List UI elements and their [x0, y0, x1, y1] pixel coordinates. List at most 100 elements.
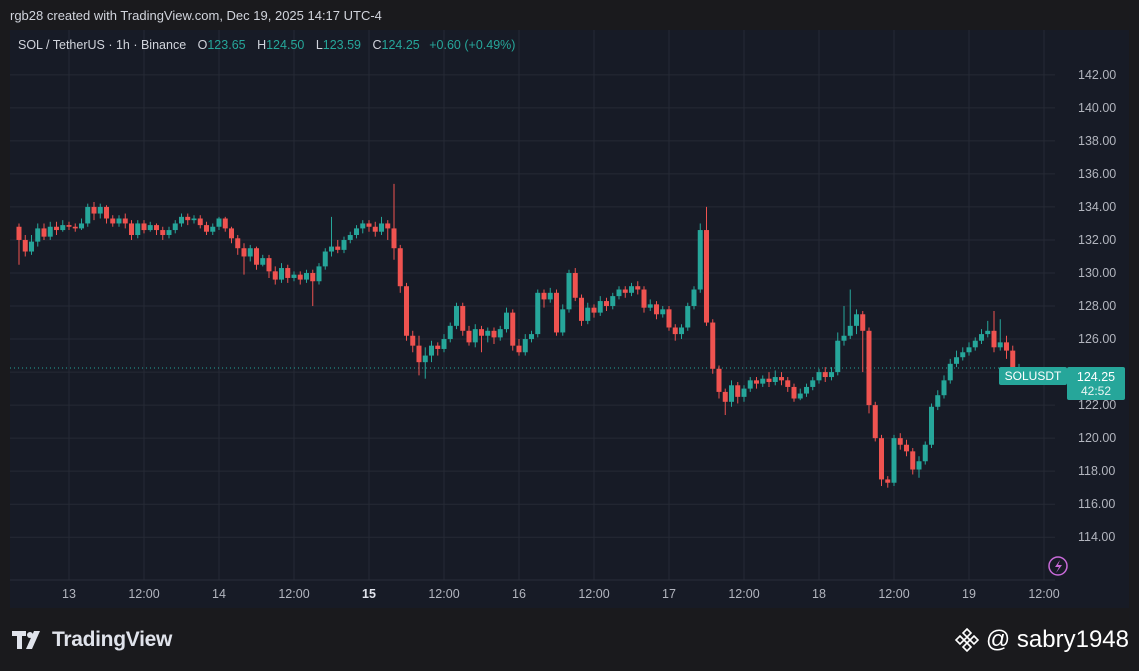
candle-down — [672, 324, 678, 341]
candle-up — [729, 380, 734, 407]
candle-body — [472, 329, 478, 343]
candle-body — [91, 206, 97, 214]
candle-down — [822, 367, 828, 382]
binance-diamond-icon — [954, 627, 980, 653]
candle-body — [379, 223, 384, 232]
time-axis[interactable]: 13 12:00 14 12:00 15 12:00 16 12:00 17 12:00 18 12:… — [62, 587, 1060, 601]
candle-body — [697, 230, 703, 290]
candle-up — [810, 377, 816, 391]
candle-down — [416, 335, 422, 376]
candle-body — [54, 226, 59, 231]
candle-body — [204, 225, 209, 232]
candle-down — [141, 220, 147, 234]
candle-body — [660, 309, 666, 315]
candle-up — [529, 330, 534, 343]
candle-body — [329, 246, 334, 252]
candle-up — [610, 292, 616, 310]
candles — [16, 183, 1022, 488]
candle-up — [972, 337, 978, 351]
time-tick-label: 13 — [62, 587, 76, 601]
candle-body — [866, 330, 872, 406]
candle-body — [454, 306, 459, 326]
candle-up — [472, 324, 478, 348]
candle-body — [535, 292, 541, 335]
price-tick-label: 116.00 — [1078, 497, 1115, 511]
candle-body — [191, 218, 197, 221]
candle-body — [160, 230, 166, 236]
attribution-header: rgb28 created with TradingView.com, Dec … — [0, 0, 1139, 30]
candle-body — [610, 296, 616, 307]
candle-down — [91, 201, 97, 221]
tradingview-logo-icon — [12, 631, 44, 649]
candle-body — [822, 372, 828, 378]
candle-down — [885, 476, 891, 488]
candle-body — [685, 306, 691, 328]
price-tick-label: 138.00 — [1078, 134, 1116, 148]
price-tick-label: 130.00 — [1078, 266, 1116, 280]
candle-body — [679, 327, 684, 335]
price-axis[interactable]: 114.00116.00118.00120.00122.00124.00126.… — [1078, 68, 1116, 544]
candle-down — [466, 325, 472, 346]
candle-down — [272, 266, 278, 285]
candle-up — [279, 263, 284, 283]
candle-down — [397, 244, 403, 293]
time-tick-label: 12:00 — [578, 587, 609, 601]
candle-body — [397, 248, 403, 287]
candle-down — [641, 286, 647, 313]
candle-body — [835, 340, 841, 373]
ticker-badge-text: SOLUSDT — [1005, 369, 1062, 383]
time-tick-label: 12:00 — [728, 587, 759, 601]
candle-down — [572, 268, 578, 302]
candle-down — [104, 205, 109, 224]
time-tick-label: 15 — [362, 587, 376, 601]
candle-up — [797, 388, 803, 401]
candle-up — [304, 269, 309, 283]
candle-up — [166, 226, 172, 239]
candle-down — [872, 401, 878, 442]
candle-up — [597, 296, 603, 316]
candle-down — [285, 264, 291, 283]
candle-body — [904, 444, 909, 452]
candle-down — [404, 282, 409, 341]
time-tick-label: 12:00 — [278, 587, 309, 601]
price-chart-svg[interactable]: 114.00116.00118.00120.00122.00124.00126.… — [10, 30, 1129, 608]
candle-body — [229, 228, 234, 239]
candle-body — [760, 378, 766, 384]
candle-down — [160, 226, 166, 240]
alert-icon-button[interactable] — [1048, 556, 1068, 576]
candle-body — [79, 223, 84, 229]
candle-body — [847, 325, 853, 336]
candle-up — [347, 231, 353, 244]
candle-body — [597, 301, 603, 313]
candle-down — [591, 304, 597, 318]
candle-up — [954, 350, 959, 368]
candle-down — [372, 221, 378, 237]
candle-up — [147, 221, 153, 232]
time-tick-label: 12:00 — [428, 587, 459, 601]
candle-down — [479, 325, 484, 353]
candle-down — [604, 297, 609, 311]
candle-body — [541, 292, 547, 300]
candle-up — [116, 215, 122, 227]
candle-down — [391, 183, 397, 260]
candle-body — [641, 289, 647, 308]
candle-body — [360, 223, 366, 229]
candle-body — [491, 330, 497, 338]
candle-body — [429, 345, 434, 356]
price-tick-label: 120.00 — [1078, 431, 1116, 445]
candle-body — [335, 246, 341, 250]
candle-body — [135, 223, 141, 236]
candle-body — [747, 380, 753, 389]
candle-up — [360, 220, 366, 234]
candle-up — [379, 216, 384, 236]
tradingview-logo[interactable]: TradingView — [12, 628, 172, 652]
footer: TradingView @ sabry1948 — [0, 608, 1139, 671]
candle-body — [797, 393, 803, 399]
price-tick-label: 136.00 — [1078, 167, 1116, 181]
candle-body — [347, 235, 353, 240]
price-tick-label: 118.00 — [1078, 464, 1115, 478]
chart-area[interactable]: 114.00116.00118.00120.00122.00124.00126.… — [10, 30, 1129, 608]
candle-body — [316, 266, 322, 282]
price-tick-label: 126.00 — [1078, 332, 1116, 346]
tradingview-brand-text: TradingView — [52, 628, 173, 651]
